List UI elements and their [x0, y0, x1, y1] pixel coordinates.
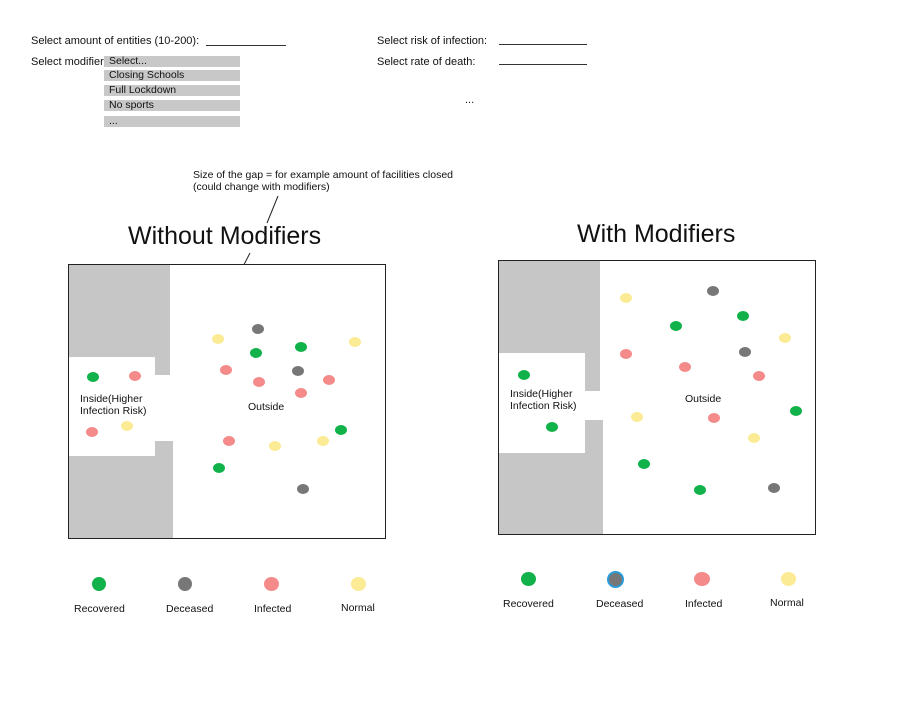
inside-label-line2: Infection Risk) — [80, 405, 147, 417]
deceased-entity-dot — [297, 484, 309, 494]
recovered-entity-dot — [737, 311, 749, 321]
gap-annotation-line2: (could change with modifiers) — [193, 181, 330, 193]
recovered-entity-dot — [87, 372, 99, 382]
recovered-entity-dot — [638, 459, 650, 469]
legend-infected-label: Infected — [254, 603, 292, 615]
deceased-entity-dot — [768, 483, 780, 493]
infected-entity-dot — [620, 349, 632, 359]
normal-entity-dot — [620, 293, 632, 303]
infected-entity-dot — [295, 388, 307, 398]
normal-entity-dot — [269, 441, 281, 451]
legend-normal-label: Normal — [341, 602, 375, 614]
normal-entity-dot — [779, 333, 791, 343]
simulation-canvas-without: Inside(Higher Infection Risk) Outside — [68, 264, 386, 539]
outside-area-label: Outside — [685, 393, 722, 405]
legend-recovered-label: Recovered — [503, 598, 554, 610]
deceased-entity-dot — [739, 347, 751, 357]
death-label: Select rate of death: — [377, 56, 476, 68]
recovered-entity-dot — [790, 406, 802, 416]
recovered-entity-dot — [213, 463, 225, 473]
simulation-canvas-with: Inside(Higher Infection Risk) Outside — [498, 260, 816, 535]
modifier-label: Select modifier: — [31, 56, 107, 68]
legend-recovered-label: Recovered — [74, 603, 125, 615]
normal-entity-dot — [212, 334, 224, 344]
deceased-entity-dot — [707, 286, 719, 296]
inside-label-line1: Inside(Higher — [510, 388, 573, 400]
legend-infected-label: Infected — [685, 598, 723, 610]
wall-bottom-stub — [155, 441, 173, 456]
entities-label: Select amount of entities (10-200): — [31, 35, 200, 47]
infected-entity-dot — [323, 375, 335, 385]
annotation-pointer-short — [266, 195, 279, 224]
legend-normal-label: Normal — [770, 597, 804, 609]
infected-entity-dot — [253, 377, 265, 387]
inside-room-label: Inside(Higher Infection Risk) — [80, 393, 147, 417]
inside-room-label: Inside(Higher Infection Risk) — [510, 388, 577, 412]
recovered-entity-dot — [295, 342, 307, 352]
legend-deceased-dot — [178, 577, 192, 591]
modifier-option-full-lockdown[interactable]: Full Lockdown — [104, 85, 240, 96]
infected-entity-dot — [129, 371, 141, 381]
infected-entity-dot — [679, 362, 691, 372]
modifier-option-no-sports[interactable]: No sports — [104, 100, 240, 111]
modifier-option-select[interactable]: Select... — [104, 56, 240, 67]
inside-label-line1: Inside(Higher — [80, 393, 143, 405]
infected-entity-dot — [86, 427, 98, 437]
legend-recovered-dot — [521, 572, 536, 586]
recovered-entity-dot — [694, 485, 706, 495]
legend-recovered-dot — [92, 577, 106, 591]
normal-entity-dot — [349, 337, 361, 347]
entities-input[interactable] — [206, 45, 286, 46]
legend-infected-dot — [694, 572, 710, 586]
gap-annotation: Size of the gap = for example amount of … — [193, 169, 453, 193]
legend-normal-dot — [781, 572, 796, 586]
recovered-entity-dot — [670, 321, 682, 331]
more-controls-ellipsis: ... — [465, 94, 475, 106]
wall-bottom-left — [499, 453, 603, 534]
deceased-entity-dot — [292, 366, 304, 376]
normal-entity-dot — [748, 433, 760, 443]
infected-entity-dot — [708, 413, 720, 423]
deceased-entity-dot — [252, 324, 264, 334]
infected-entity-dot — [753, 371, 765, 381]
infected-entity-dot — [223, 436, 235, 446]
normal-entity-dot — [317, 436, 329, 446]
outside-area-label: Outside — [248, 401, 285, 413]
wall-bottom-left — [69, 456, 173, 538]
wall-top-left — [69, 265, 170, 357]
death-input[interactable] — [499, 64, 587, 65]
gap-annotation-line1: Size of the gap = for example amount of … — [193, 169, 454, 181]
normal-entity-dot — [631, 412, 643, 422]
legend-deceased-dot — [607, 571, 624, 588]
normal-entity-dot — [121, 421, 133, 431]
risk-input[interactable] — [499, 44, 587, 45]
legend-normal-dot — [351, 577, 366, 591]
wall-top-stub — [155, 357, 170, 375]
wall-top-left — [499, 261, 600, 353]
recovered-entity-dot — [335, 425, 347, 435]
modifier-option-closing-schools[interactable]: Closing Schools — [104, 70, 240, 81]
modifier-option-more[interactable]: ... — [104, 116, 240, 127]
without-modifiers-title: Without Modifiers — [128, 222, 322, 250]
recovered-entity-dot — [546, 422, 558, 432]
legend-deceased-label: Deceased — [166, 603, 214, 615]
inside-label-line2: Infection Risk) — [510, 400, 577, 412]
risk-label: Select risk of infection: — [377, 35, 488, 47]
recovered-entity-dot — [518, 370, 530, 380]
recovered-entity-dot — [250, 348, 262, 358]
legend-deceased-label: Deceased — [596, 598, 644, 610]
wall-top-stub — [585, 353, 600, 391]
infected-entity-dot — [220, 365, 232, 375]
legend-infected-dot — [264, 577, 279, 591]
wall-bottom-stub — [585, 420, 603, 453]
with-modifiers-title: With Modifiers — [577, 220, 736, 248]
